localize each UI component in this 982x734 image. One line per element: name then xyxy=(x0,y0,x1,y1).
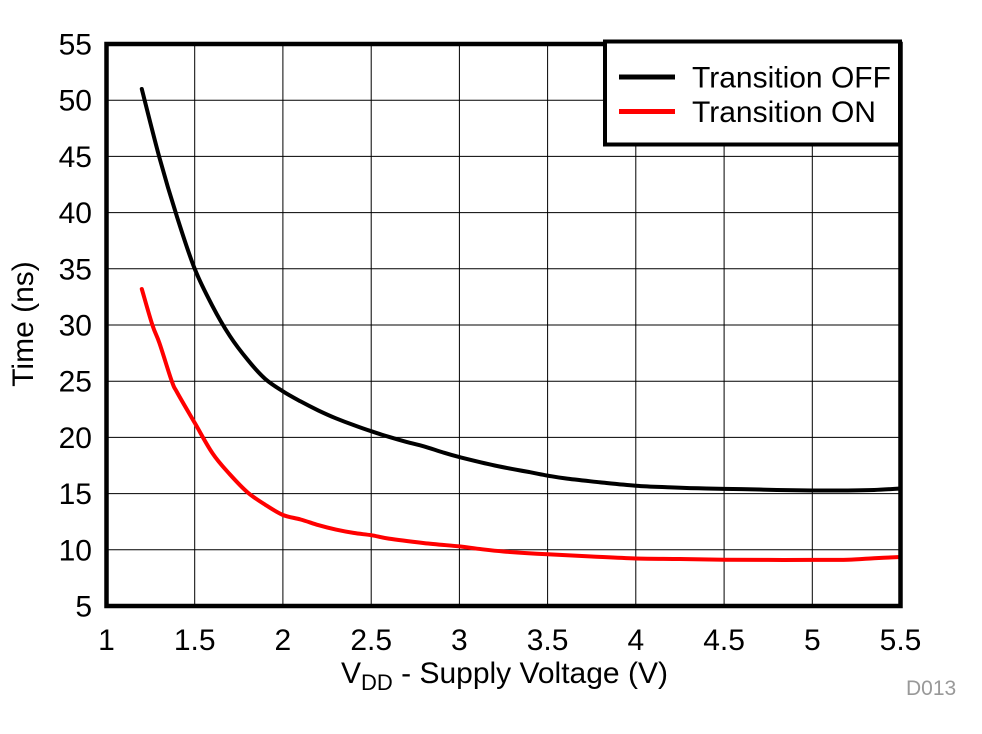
svg-text:55: 55 xyxy=(59,29,92,62)
svg-text:5: 5 xyxy=(75,591,92,624)
svg-text:30: 30 xyxy=(59,310,92,343)
svg-text:1.5: 1.5 xyxy=(174,624,216,657)
svg-text:5: 5 xyxy=(804,624,821,657)
svg-text:4: 4 xyxy=(627,624,644,657)
svg-text:50: 50 xyxy=(59,85,92,118)
svg-text:Transition OFF: Transition OFF xyxy=(692,62,891,95)
svg-text:2.5: 2.5 xyxy=(350,624,392,657)
svg-text:35: 35 xyxy=(59,253,92,286)
svg-text:10: 10 xyxy=(59,534,92,567)
svg-text:1: 1 xyxy=(98,624,115,657)
svg-text:15: 15 xyxy=(59,478,92,511)
svg-text:20: 20 xyxy=(59,422,92,455)
svg-text:3: 3 xyxy=(451,624,468,657)
svg-text:Time (ns): Time (ns) xyxy=(7,261,40,387)
svg-text:5.5: 5.5 xyxy=(880,624,922,657)
svg-text:2: 2 xyxy=(275,624,292,657)
svg-text:Transition ON: Transition ON xyxy=(692,96,876,129)
svg-text:40: 40 xyxy=(59,197,92,230)
svg-text:D013: D013 xyxy=(906,677,956,700)
svg-text:4.5: 4.5 xyxy=(703,624,745,657)
svg-text:25: 25 xyxy=(59,366,92,399)
svg-text:VDD - Supply Voltage (V): VDD - Supply Voltage (V) xyxy=(341,657,668,695)
svg-text:45: 45 xyxy=(59,141,92,174)
svg-text:3.5: 3.5 xyxy=(527,624,569,657)
